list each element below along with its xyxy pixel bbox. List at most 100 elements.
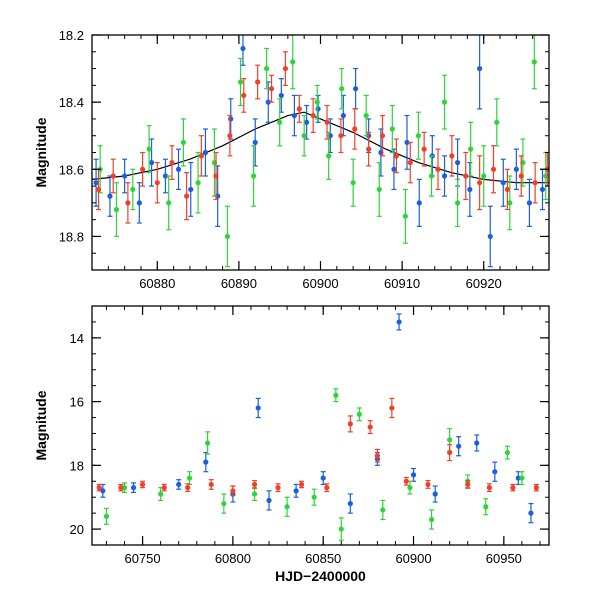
data-point-blue <box>176 481 182 488</box>
plot-frame-bottom <box>91 305 550 546</box>
data-point-red <box>338 133 344 139</box>
data-point-red <box>510 485 516 491</box>
data-point-red <box>407 159 413 166</box>
data-point-blue <box>492 469 498 475</box>
data-point-blue <box>404 139 410 146</box>
series-blue <box>93 35 546 268</box>
data-point-red <box>227 133 233 139</box>
data-point-blue <box>266 497 272 503</box>
series-green <box>97 35 549 268</box>
data-point-blue <box>255 405 261 411</box>
data-point-green <box>519 475 525 481</box>
data-point-red <box>118 485 124 491</box>
series-red <box>95 51 549 224</box>
data-point-green <box>205 440 211 446</box>
data-point-green <box>481 173 487 179</box>
data-point-green <box>483 504 489 510</box>
data-point-blue <box>320 475 326 481</box>
data-point-red <box>184 193 190 199</box>
x-tick-label: 60900 <box>302 276 338 291</box>
data-point-blue <box>107 193 113 199</box>
data-point-green <box>415 133 422 139</box>
data-point-blue <box>441 173 448 179</box>
x-tick-label: 60910 <box>384 276 420 291</box>
top-panel: 60880 60890 60900 60910 60920 18.2 18.4 18.6 18.… <box>33 28 550 291</box>
data-point-green <box>326 153 332 159</box>
data-point-blue <box>291 112 297 119</box>
data-point-green <box>166 200 172 206</box>
data-point-blue <box>528 510 534 516</box>
data-point-blue <box>240 45 246 52</box>
data-point-red <box>95 186 102 193</box>
data-point-green <box>195 180 201 186</box>
data-point-red <box>425 481 431 488</box>
data-point-blue <box>477 65 483 72</box>
data-point-blue <box>526 200 533 206</box>
data-point-green <box>284 504 290 510</box>
data-point-green <box>428 516 435 523</box>
x-tick-label: 60850 <box>305 551 341 566</box>
y-tick-label: 20 <box>70 522 84 537</box>
data-point-blue <box>352 86 359 92</box>
y-tick-label: 14 <box>70 331 84 346</box>
data-point-blue <box>416 200 422 206</box>
data-point-red <box>504 186 510 193</box>
data-point-red <box>154 180 160 186</box>
data-point-red <box>533 485 539 491</box>
x-tick-label: 60900 <box>395 551 431 566</box>
data-point-green <box>113 206 120 213</box>
y-tick-label: 18.6 <box>59 162 84 177</box>
data-point-blue <box>515 475 521 481</box>
series-red <box>96 397 539 497</box>
data-point-green <box>402 213 408 219</box>
data-point-red <box>435 166 441 172</box>
y-tick-label: 18.4 <box>59 95 84 110</box>
data-point-red <box>486 485 492 491</box>
data-point-blue <box>265 99 271 105</box>
data-point-red <box>241 92 247 99</box>
data-point-blue <box>396 319 402 325</box>
data-point-red <box>532 180 538 186</box>
data-point-red <box>282 65 289 72</box>
data-point-blue <box>315 106 321 112</box>
data-point-green <box>339 86 345 92</box>
x-tick-label: 60880 <box>139 276 175 291</box>
data-point-green <box>447 437 453 443</box>
x-tick-label: 60890 <box>221 276 257 291</box>
data-point-green <box>224 233 231 240</box>
data-point-blue <box>252 139 258 146</box>
data-point-green <box>376 186 382 193</box>
data-point-green <box>494 119 500 125</box>
data-point-green <box>380 507 386 513</box>
y-tick-label: 16 <box>70 395 84 410</box>
data-point-green <box>264 65 270 72</box>
data-point-red <box>463 173 469 179</box>
data-point-blue <box>432 491 438 497</box>
data-point-green <box>121 485 128 491</box>
data-point-red <box>161 485 167 491</box>
data-point-green <box>130 186 136 193</box>
data-point-red <box>477 180 483 186</box>
data-point-green <box>441 99 448 105</box>
x-tick-label: 60950 <box>486 551 522 566</box>
data-point-blue <box>278 92 284 99</box>
data-point-blue <box>122 173 128 179</box>
data-point-green <box>356 411 362 417</box>
data-point-red <box>230 488 236 494</box>
data-point-green <box>314 99 320 105</box>
data-point-red <box>379 133 386 139</box>
data-point-red <box>374 453 380 459</box>
data-point-red <box>268 86 275 92</box>
data-point-red <box>324 485 330 491</box>
data-point-red <box>352 126 358 132</box>
data-point-blue <box>539 186 546 193</box>
data-point-green <box>180 139 186 146</box>
y-tick-label: 18.2 <box>59 28 84 43</box>
data-point-green <box>455 200 461 206</box>
data-point-red <box>389 405 395 411</box>
data-point-red <box>447 449 453 456</box>
data-point-red <box>421 146 427 152</box>
bottom-panel: 60750 60800 60850 60900 60950 14 16 18 20 Magnitu… <box>33 305 550 584</box>
data-point-blue <box>293 488 299 494</box>
